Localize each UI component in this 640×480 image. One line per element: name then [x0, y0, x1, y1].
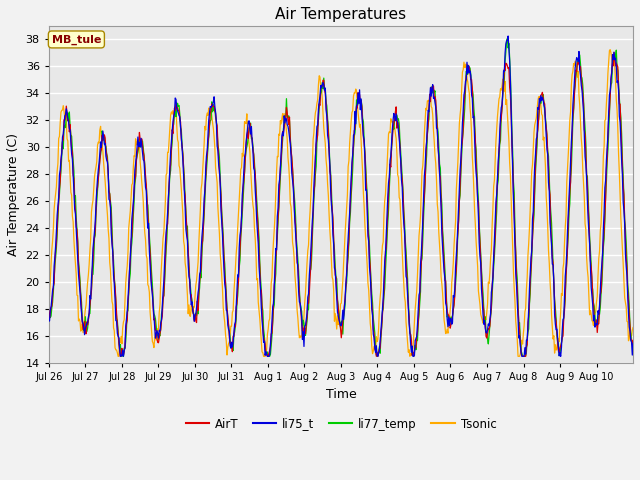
Title: Air Temperatures: Air Temperatures: [275, 7, 406, 22]
X-axis label: Time: Time: [326, 388, 356, 401]
Text: MB_tule: MB_tule: [52, 34, 101, 45]
Legend: AirT, li75_t, li77_temp, Tsonic: AirT, li75_t, li77_temp, Tsonic: [180, 413, 501, 435]
Y-axis label: Air Temperature (C): Air Temperature (C): [7, 133, 20, 256]
